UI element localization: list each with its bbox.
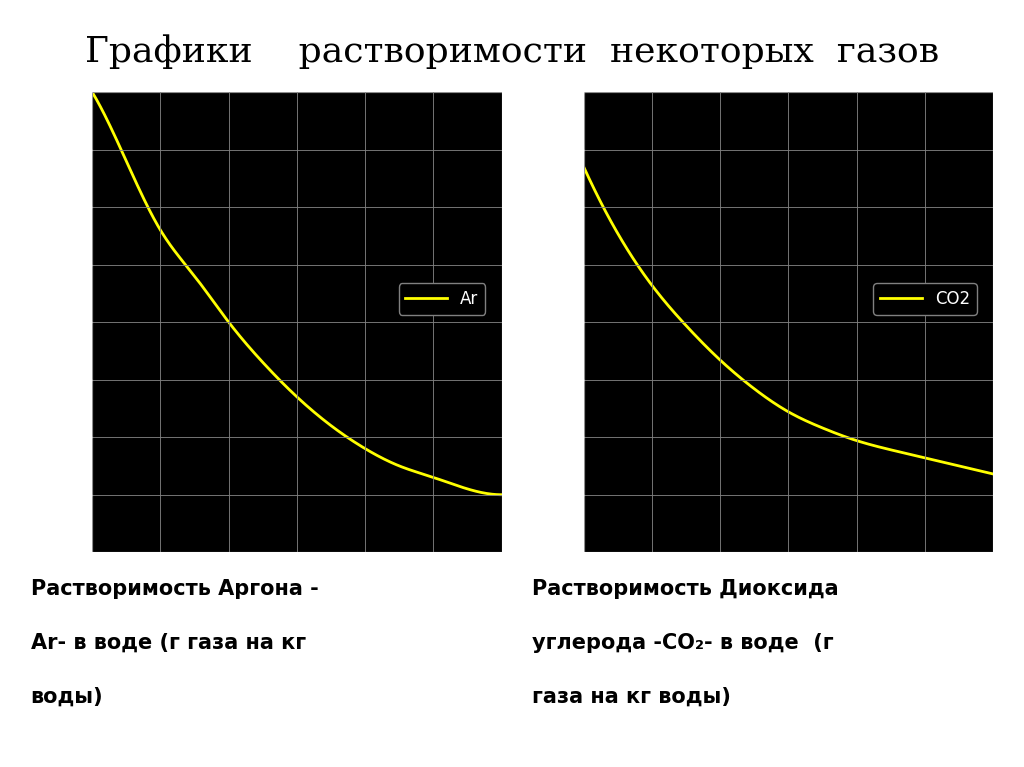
Text: газа на кг воды): газа на кг воды) bbox=[532, 686, 731, 706]
Legend: CO2: CO2 bbox=[873, 284, 977, 314]
Text: воды): воды) bbox=[31, 686, 103, 706]
Text: Графики    растворимости  некоторых  газов: Графики растворимости некоторых газов bbox=[85, 35, 939, 69]
Text: Растворимость Диоксида: Растворимость Диоксида bbox=[532, 579, 839, 599]
Text: Ar- в воде (г газа на кг: Ar- в воде (г газа на кг bbox=[31, 633, 306, 653]
X-axis label: Температура воды (град Цельсия): Температура воды (град Цельсия) bbox=[674, 584, 903, 597]
Y-axis label: Растворимость (г газа на кг воды): Растворимость (г газа на кг воды) bbox=[36, 221, 45, 423]
Text: углерода -CO₂- в воде  (г: углерода -CO₂- в воде (г bbox=[532, 633, 835, 653]
Y-axis label: Растворимость (г газа на кг воды): Растворимость (г газа на кг воды) bbox=[536, 221, 546, 423]
Legend: Ar: Ar bbox=[398, 284, 485, 314]
X-axis label: Температура воды (град Цельсия): Температура воды (град Цельсия) bbox=[182, 584, 412, 597]
Text: Растворимость Аргона -: Растворимость Аргона - bbox=[31, 579, 318, 599]
